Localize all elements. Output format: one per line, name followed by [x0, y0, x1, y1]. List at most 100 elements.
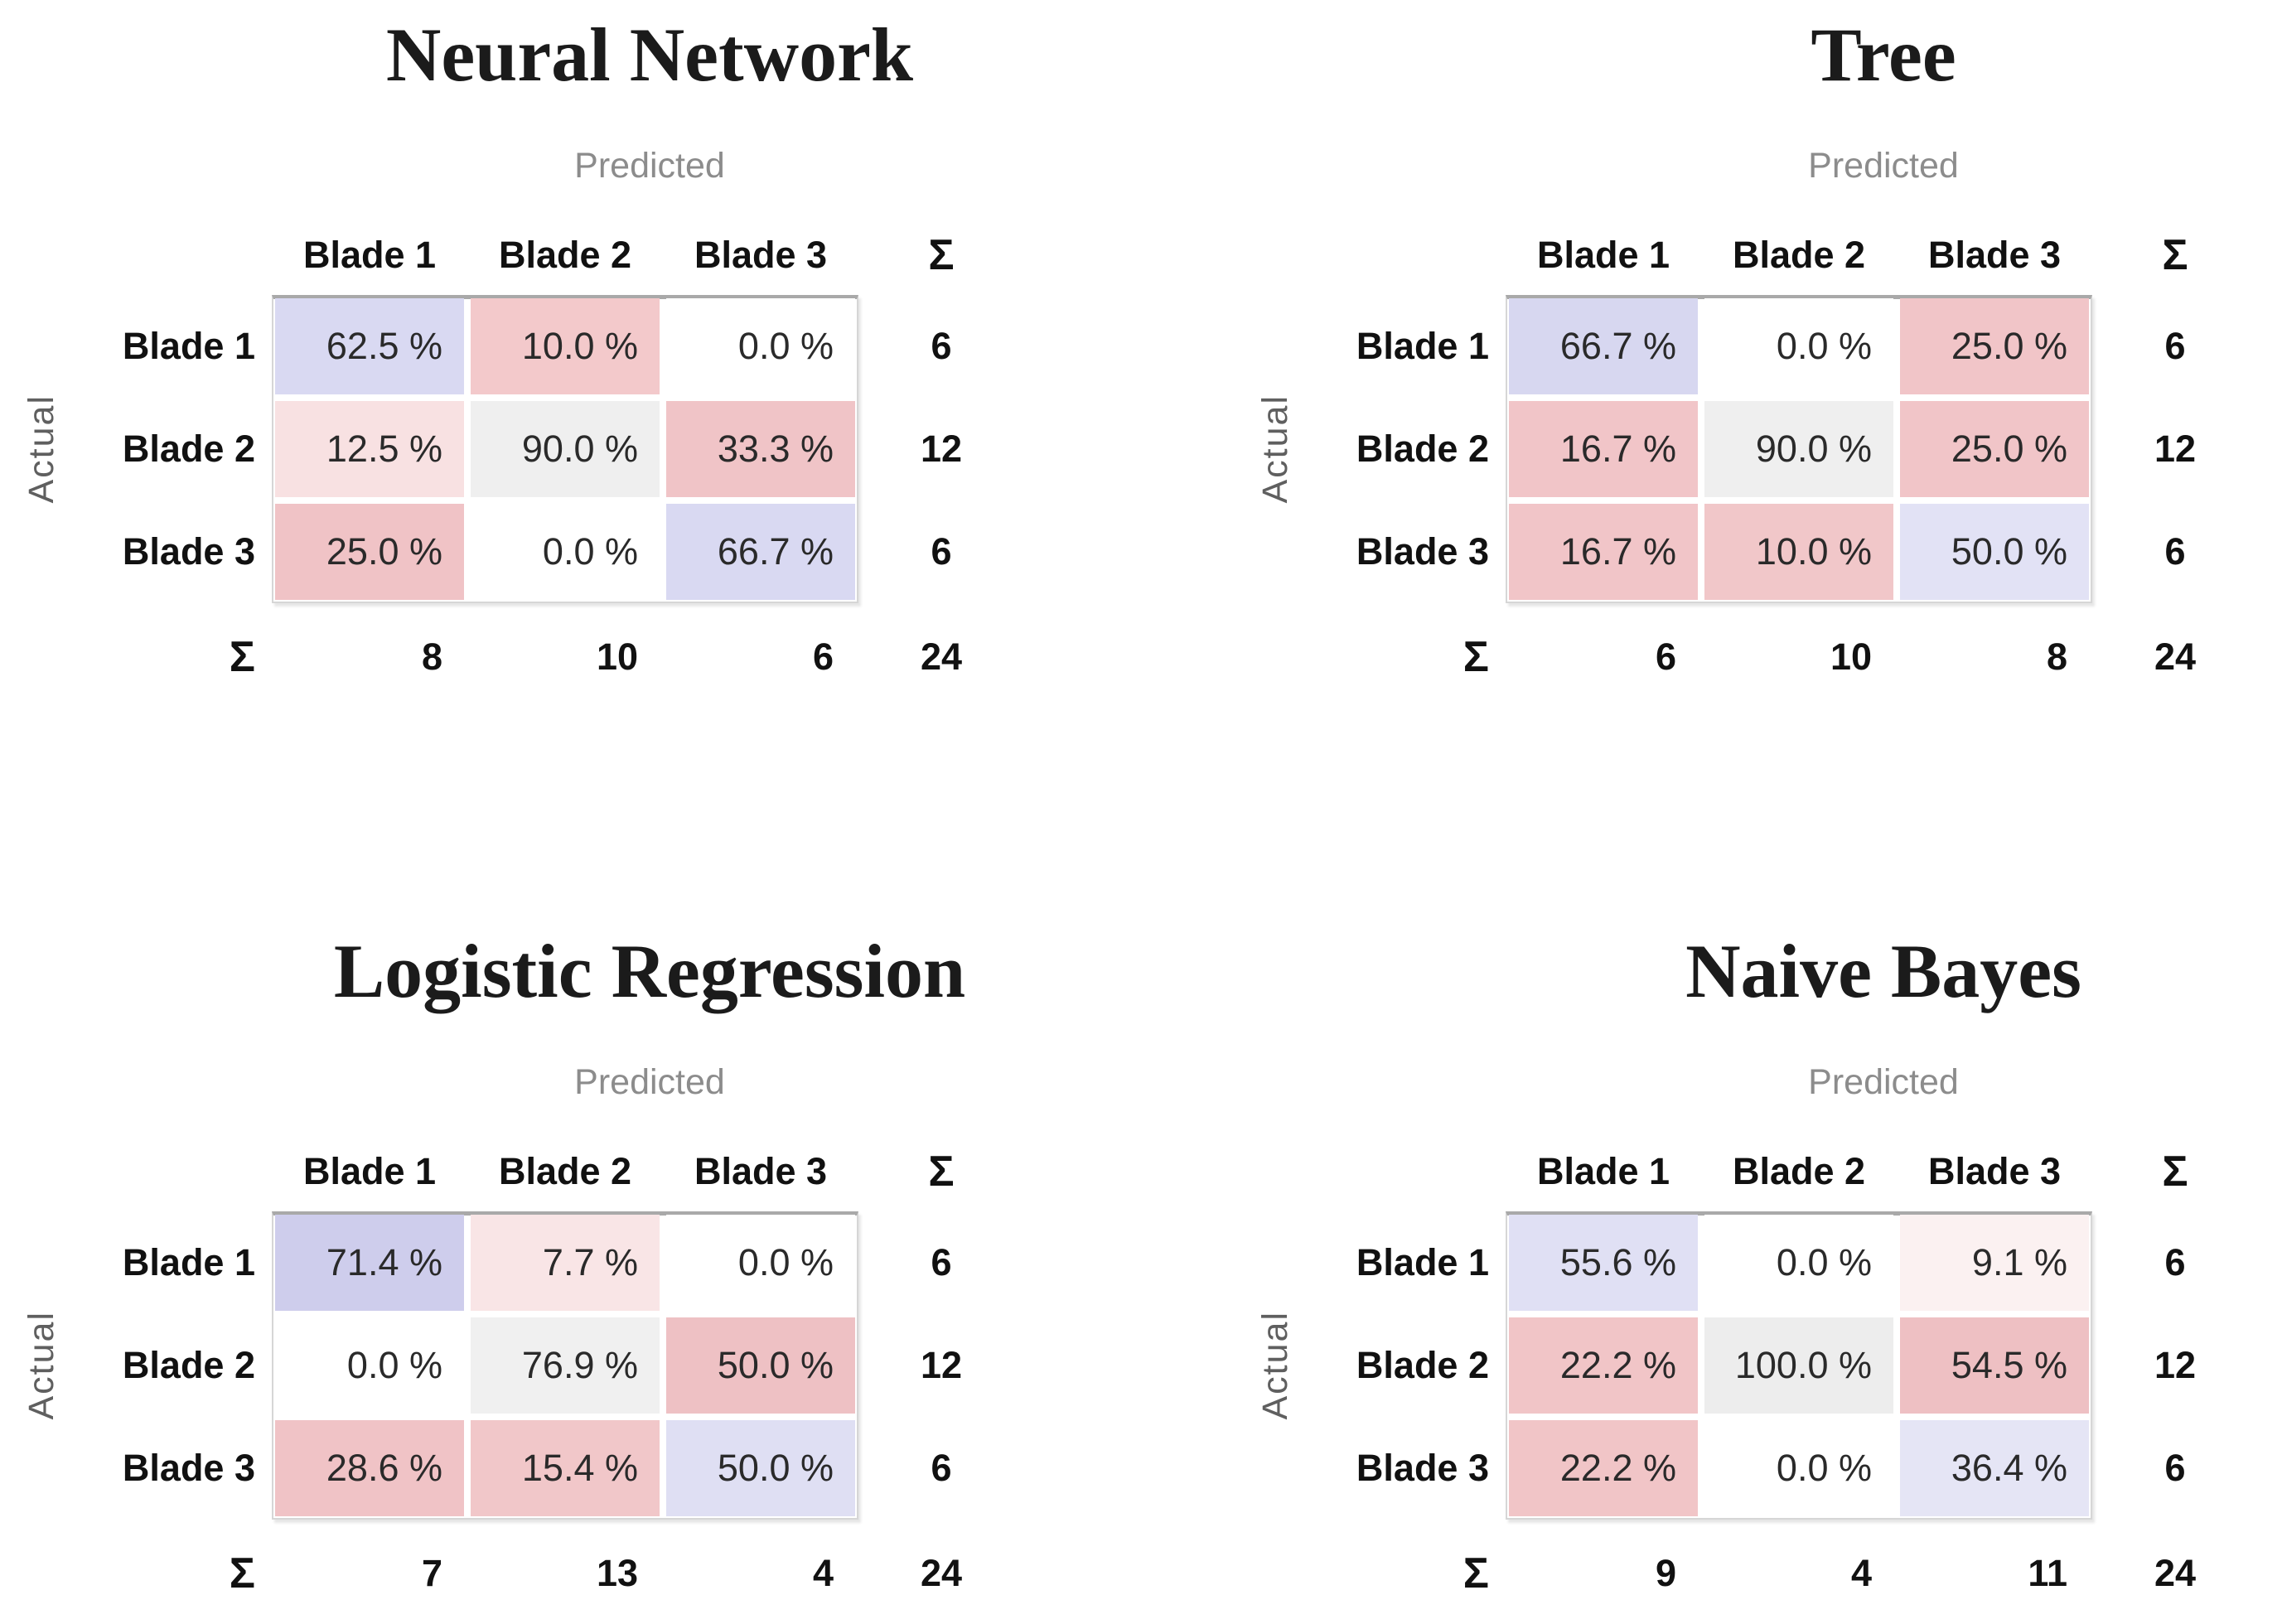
matrix-cell: 16.7 % — [1506, 398, 1701, 500]
matrix-cell: 100.0 % — [1701, 1314, 1897, 1417]
cell-value: 16.7 % — [1509, 504, 1698, 600]
cell-value: 28.6 % — [275, 1420, 464, 1516]
matrix-cell: 28.6 % — [272, 1417, 467, 1520]
row-header-blade-3: Blade 3 — [1356, 1447, 1489, 1489]
row-sum: 6 — [2164, 1241, 2186, 1283]
cell-value: 0.0 % — [275, 1317, 464, 1414]
panel-title: Tree — [1811, 12, 1956, 97]
cell-value: 66.7 % — [666, 504, 855, 600]
cell-value: 25.0 % — [1900, 401, 2089, 497]
cell-value: 7.7 % — [471, 1215, 660, 1311]
corner-spacer — [1307, 215, 1506, 295]
cell-value: 76.9 % — [471, 1317, 660, 1414]
column-sum: 8 — [2046, 636, 2067, 678]
panel-title: Naive Bayes — [1685, 929, 2081, 1013]
column-sum: 4 — [812, 1552, 834, 1594]
predicted-axis-label: Predicted — [1808, 1062, 1959, 1102]
row-sum: 6 — [2164, 530, 2186, 573]
matrix-cell: 50.0 % — [663, 1314, 858, 1417]
predicted-axis-label: Predicted — [1808, 146, 1959, 186]
cell-value: 50.0 % — [666, 1420, 855, 1516]
grand-total: 24 — [2154, 1552, 2197, 1594]
matrix-cell: 9.1 % — [1897, 1211, 2092, 1314]
sum-row-header sigma-symbol: Σ — [229, 1549, 255, 1597]
panel-logistic-regression: Logistic Regression Predicted Actual Bla… — [0, 812, 1141, 1624]
row-sum: 12 — [920, 428, 963, 470]
row-header-blade-2: Blade 2 — [1356, 428, 1489, 470]
cell-value: 71.4 % — [275, 1215, 464, 1311]
matrix-cell: 16.7 % — [1506, 500, 1701, 603]
column-sum: 10 — [1830, 636, 1872, 678]
cell-value: 22.2 % — [1509, 1317, 1698, 1414]
panel-tree: Tree Predicted Actual Blade 1 Blade 2 Blad… — [1141, 0, 2282, 812]
row-sum: 6 — [931, 325, 952, 367]
matrix-cell: 62.5 % — [272, 295, 467, 398]
panel-title: Neural Network — [385, 12, 914, 97]
matrix-cell: 25.0 % — [272, 500, 467, 603]
row-sum: 6 — [931, 530, 952, 573]
matrix-grid: Blade 1 Blade 2 Blade 3 Σ Blade 1 66.7 % 0.0 %… — [1307, 215, 2261, 711]
column-header-blade-2: Blade 2 — [498, 1150, 632, 1192]
cell-value: 9.1 % — [1900, 1215, 2089, 1311]
panel-naive-bayes: Naive Bayes Predicted Actual Blade 1 Blad… — [1141, 812, 2282, 1624]
row-header-blade-3: Blade 3 — [122, 1447, 255, 1489]
cell-value: 22.2 % — [1509, 1420, 1698, 1516]
corner-spacer — [1307, 1132, 1506, 1211]
grand-total: 24 — [920, 636, 963, 678]
column-header-blade-2: Blade 2 — [498, 234, 632, 276]
matrix-cell: 22.2 % — [1506, 1314, 1701, 1417]
matrix-cell: 66.7 % — [663, 500, 858, 603]
row-sum: 6 — [931, 1241, 952, 1283]
cell-value: 16.7 % — [1509, 401, 1698, 497]
matrix-cell: 10.0 % — [467, 295, 663, 398]
predicted-axis-label: Predicted — [574, 1062, 725, 1102]
row-sum: 6 — [931, 1447, 952, 1489]
matrix-cell: 36.4 % — [1897, 1417, 2092, 1520]
column-sum: 13 — [596, 1552, 638, 1594]
row-header-blade-1: Blade 1 — [1356, 325, 1489, 367]
row-header-blade-2: Blade 2 — [1356, 1344, 1489, 1386]
cell-value: 54.5 % — [1900, 1317, 2089, 1414]
matrix-cell: 90.0 % — [467, 398, 663, 500]
column-sum: 10 — [596, 636, 638, 678]
matrix-cell: 25.0 % — [1897, 295, 2092, 398]
matrix-cell: 10.0 % — [1701, 500, 1897, 603]
sum-column-header sigma-symbol: Σ — [2162, 1148, 2188, 1196]
row-sum: 12 — [2154, 1344, 2197, 1386]
matrix-grid: Blade 1 Blade 2 Blade 3 Σ Blade 1 62.5 % 10.0 … — [73, 215, 1027, 711]
column-header-blade-1: Blade 1 — [1536, 234, 1670, 276]
matrix-cell: 0.0 % — [663, 295, 858, 398]
matrix-cell: 71.4 % — [272, 1211, 467, 1314]
actual-axis-label: Actual — [1255, 394, 1295, 504]
column-header-blade-1: Blade 1 — [302, 1150, 437, 1192]
cell-value: 33.3 % — [666, 401, 855, 497]
confusion-matrix: Actual Blade 1 Blade 2 Blade 3 Σ Blade 1 71.4… — [22, 1132, 1027, 1624]
row-header-blade-1: Blade 1 — [122, 325, 255, 367]
sum-row-header sigma-symbol: Σ — [1463, 633, 1489, 681]
column-header-blade-3: Blade 3 — [694, 234, 828, 276]
matrix-cell: 66.7 % — [1506, 295, 1701, 398]
sum-row-header sigma-symbol: Σ — [229, 633, 255, 681]
confusion-matrix: Actual Blade 1 Blade 2 Blade 3 Σ Blade 1 55.6… — [1255, 1132, 2261, 1624]
cell-value: 90.0 % — [1704, 401, 1893, 497]
column-header-blade-2: Blade 2 — [1732, 234, 1866, 276]
column-sum: 4 — [1850, 1552, 1872, 1594]
cell-value: 0.0 % — [1704, 1215, 1893, 1311]
column-sum: 6 — [812, 636, 834, 678]
matrix-cell: 12.5 % — [272, 398, 467, 500]
cell-value: 90.0 % — [471, 401, 660, 497]
column-header-blade-1: Blade 1 — [1536, 1150, 1670, 1192]
matrix-cell: 7.7 % — [467, 1211, 663, 1314]
corner-spacer — [73, 215, 272, 295]
column-sum: 7 — [421, 1552, 442, 1594]
row-header-blade-1: Blade 1 — [122, 1241, 255, 1283]
cell-value: 55.6 % — [1509, 1215, 1698, 1311]
matrix-cell: 50.0 % — [1897, 500, 2092, 603]
matrix-cell: 90.0 % — [1701, 398, 1897, 500]
sum-row-header sigma-symbol: Σ — [1463, 1549, 1489, 1597]
column-header-blade-2: Blade 2 — [1732, 1150, 1866, 1192]
cell-value: 50.0 % — [666, 1317, 855, 1414]
confusion-matrix: Actual Blade 1 Blade 2 Blade 3 Σ Blade 1 66.7… — [1255, 215, 2261, 711]
panel-title: Logistic Regression — [333, 929, 966, 1013]
actual-axis-label: Actual — [21, 1311, 61, 1420]
